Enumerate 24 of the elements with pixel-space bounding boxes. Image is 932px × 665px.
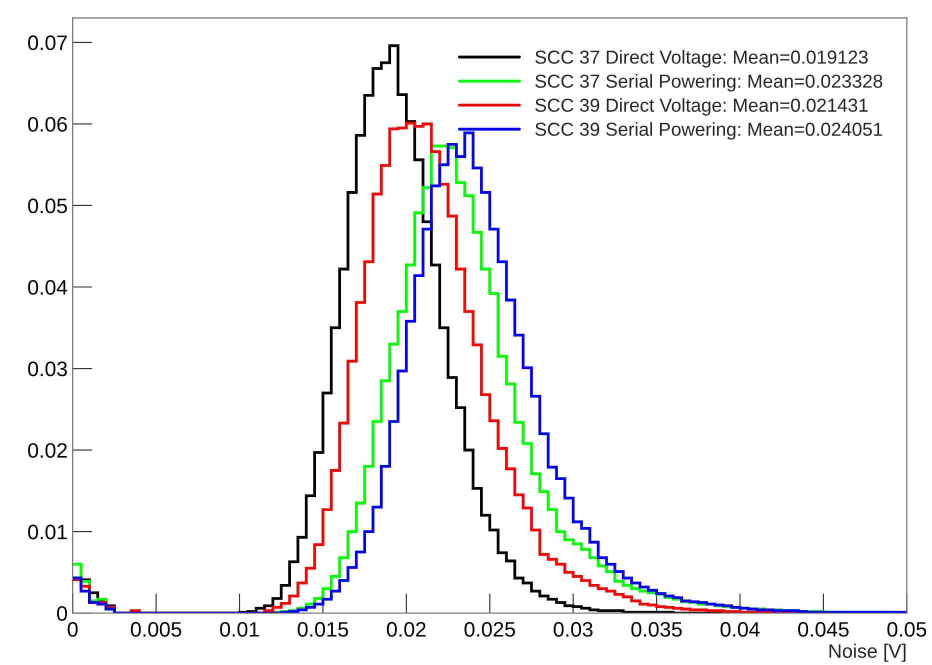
y-tick-label: 0.05 bbox=[28, 198, 67, 214]
x-tick-label: 0.03 bbox=[554, 622, 593, 637]
x-tick-label: 0.015 bbox=[298, 622, 348, 637]
legend-label: SCC 39 Direct Voltage: Mean=0.021431 bbox=[535, 98, 868, 116]
x-tick-label: 0.035 bbox=[631, 622, 682, 637]
x-tick-label: 0.01 bbox=[220, 622, 259, 637]
legend-label: SCC 37 Serial Powering: Mean=0.023328 bbox=[535, 74, 882, 92]
y-tick-label: 0.04 bbox=[28, 280, 68, 295]
y-tick-label: 0.03 bbox=[28, 362, 67, 376]
x-tick-label: 0.05 bbox=[887, 622, 926, 637]
x-tick-label: 0.005 bbox=[130, 622, 182, 637]
x-tick-label: 0.04 bbox=[720, 622, 760, 637]
x-tick-label: 0.02 bbox=[386, 622, 426, 637]
legend-label: SCC 37 Direct Voltage: Mean=0.019123 bbox=[535, 50, 868, 68]
y-tick-label: 0.06 bbox=[28, 116, 67, 132]
y-tick-label: 0.02 bbox=[28, 443, 67, 458]
x-tick-label: 0.045 bbox=[798, 622, 849, 637]
y-tick-label: 0.07 bbox=[28, 35, 67, 50]
legend-label: SCC 39 Serial Powering: Mean=0.024051 bbox=[535, 122, 882, 140]
x-tick-label: 0.025 bbox=[464, 622, 515, 637]
x-tick-label: 0 bbox=[68, 622, 78, 637]
y-tick-label: 0.01 bbox=[28, 524, 67, 540]
x-axis-title: Noise [V] bbox=[830, 644, 906, 662]
y-tick-label: 0 bbox=[57, 606, 68, 621]
